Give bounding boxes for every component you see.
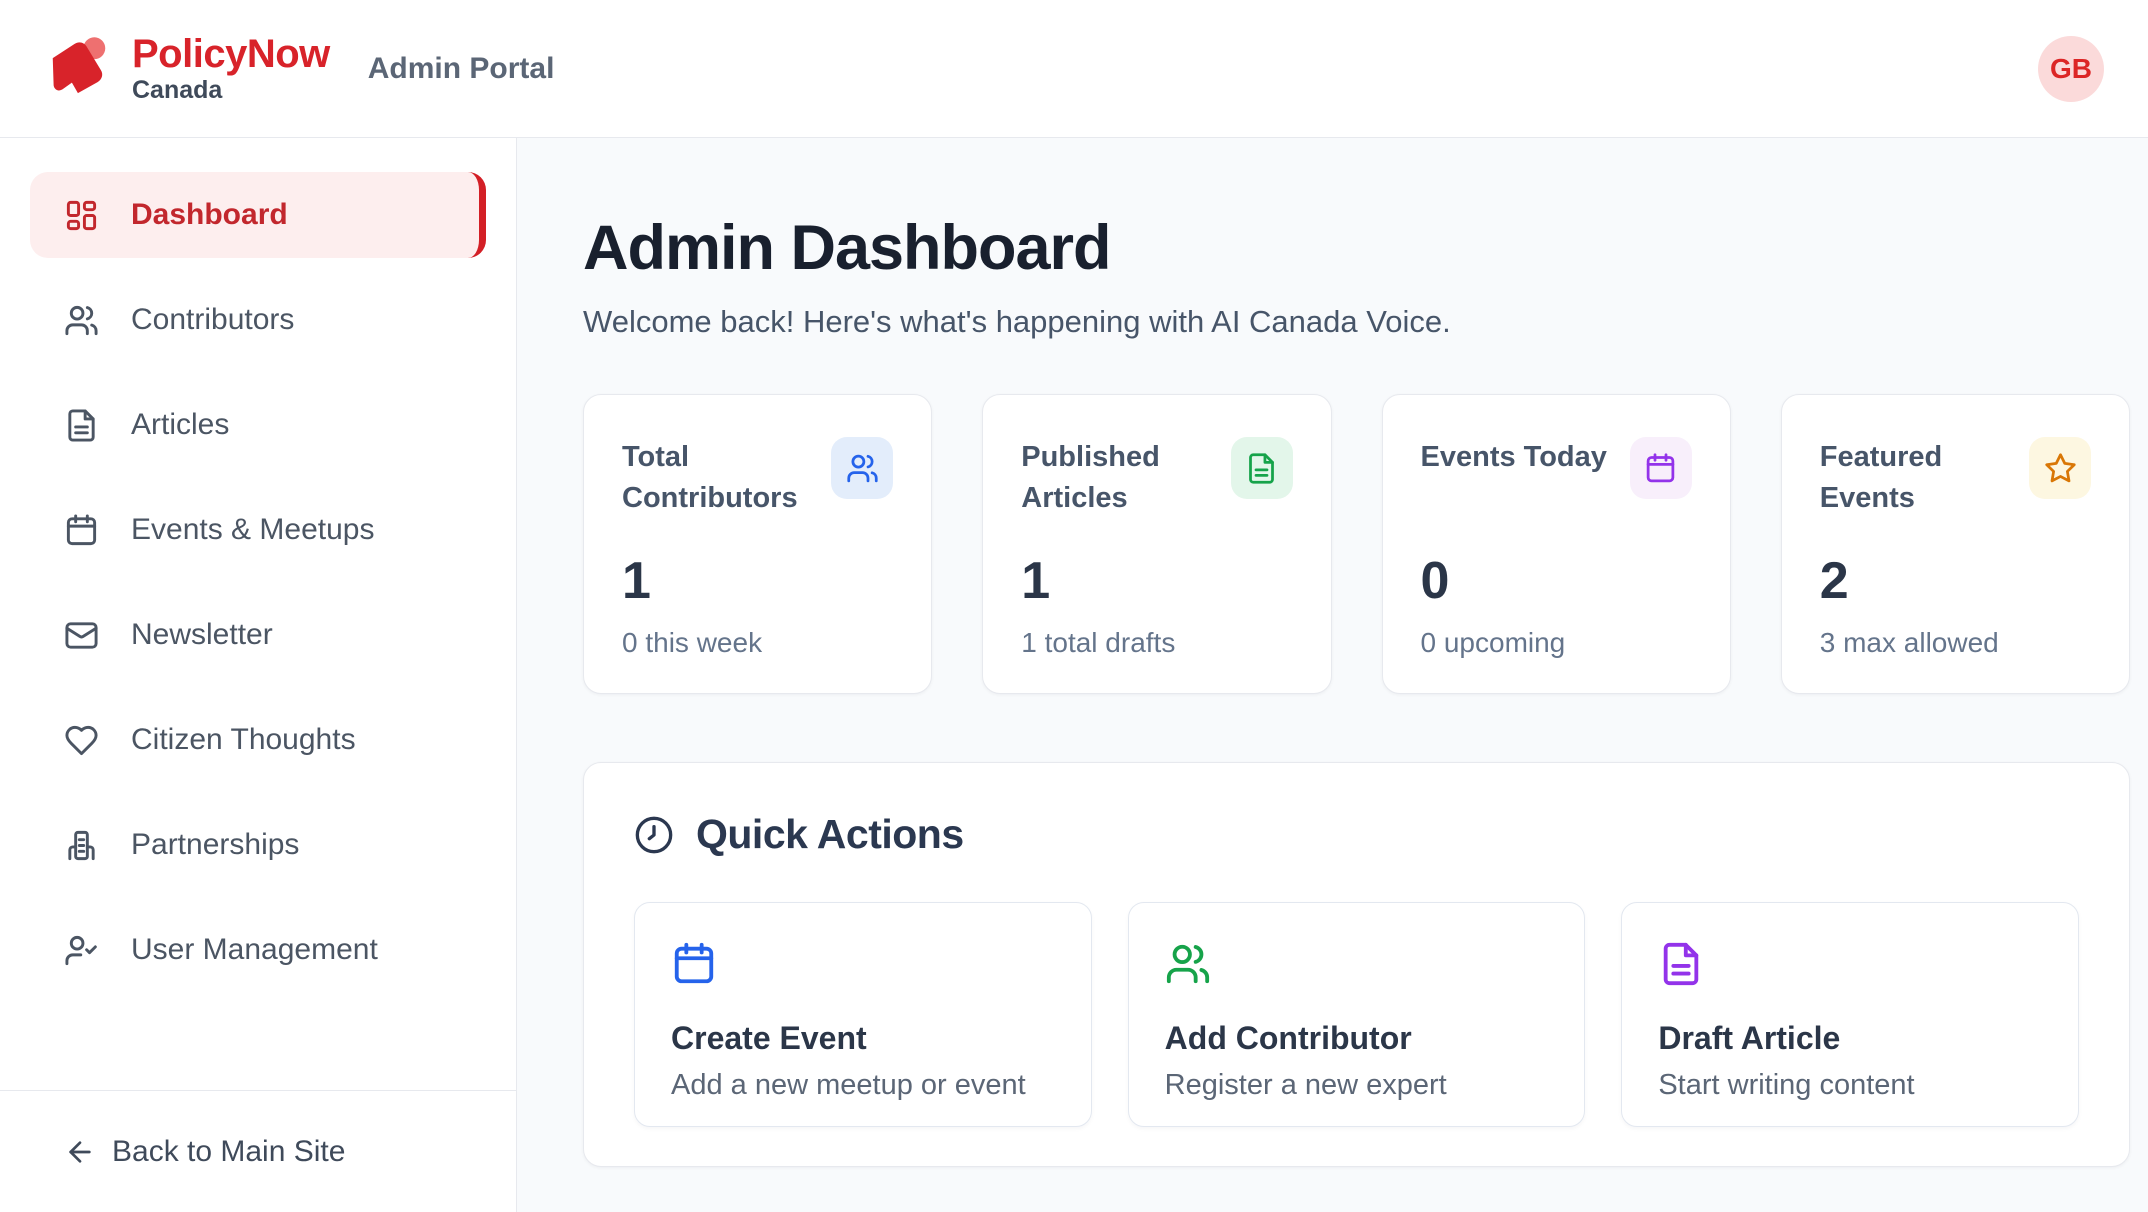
policynow-logo-icon	[52, 36, 106, 93]
arrow-left-icon	[69, 1140, 91, 1163]
sidebar-item-label: Articles	[131, 408, 230, 441]
stat-icon-tile	[1629, 437, 1692, 499]
sidebar-item-label: Newsletter	[131, 618, 273, 651]
quick-action-title: Draft Article	[1658, 1020, 1841, 1056]
stat-icon-tile	[2029, 437, 2091, 499]
users-icon	[847, 454, 878, 482]
back-link-label: Back to Main Site	[112, 1134, 346, 1168]
quick-action-title: Add Contributor	[1164, 1020, 1412, 1056]
portal-label: Admin Portal	[367, 51, 555, 85]
sidebar-item-label: Dashboard	[131, 198, 288, 231]
quick-actions-grid: Create Event Add a new meetup or event A…	[634, 902, 2079, 1127]
stat-card-total-contributors: Total Contributors 1 0 this week	[583, 394, 933, 694]
sidebar-item-citizen-thoughts[interactable]: Citizen Thoughts	[30, 697, 486, 783]
back-to-main-site-link[interactable]: Back to Main Site	[64, 1135, 345, 1169]
brand-logo: PolicyNow Canada	[44, 32, 330, 106]
sidebar-item-articles[interactable]: Articles	[30, 382, 486, 468]
quick-actions-panel: Quick Actions Create Event Add a new mee…	[583, 762, 2130, 1167]
stat-subtext: 3 max allowed	[1819, 627, 1999, 658]
stat-subtext: 0 upcoming	[1420, 627, 1566, 658]
brand-name: PolicyNow	[132, 32, 330, 77]
users-icon	[1166, 944, 1209, 984]
file-text-icon	[1664, 942, 1699, 986]
quick-action-create-event[interactable]: Create Event Add a new meetup or event	[634, 902, 1092, 1127]
stat-value: 1	[622, 552, 651, 610]
sidebar-footer: Back to Main Site	[0, 1090, 516, 1212]
stat-card-featured-events: Featured Events 2 3 max allowed	[1780, 394, 2130, 694]
dashboard-icon	[66, 200, 97, 230]
user-avatar[interactable]: GB	[2038, 35, 2104, 102]
quick-action-title: Create Event	[671, 1020, 867, 1056]
sidebar-item-label: User Management	[131, 933, 378, 966]
sidebar-item-dashboard[interactable]: Dashboard	[30, 172, 486, 258]
stats-grid: Total Contributors 1 0 this week Publ	[583, 394, 2130, 694]
sidebar-item-contributors[interactable]: Contributors	[30, 277, 486, 363]
user-check-icon	[65, 935, 97, 965]
stat-value: 0	[1420, 552, 1450, 610]
main-content: Admin Dashboard Welcome back! Here's wha…	[517, 138, 2148, 1212]
stat-title: Total Contributors	[622, 441, 798, 514]
stat-subtext: 0 this week	[622, 627, 763, 658]
sidebar-item-events-meetups[interactable]: Events & Meetups	[30, 487, 486, 573]
building-icon	[68, 830, 95, 860]
calendar-icon	[66, 513, 97, 545]
quick-action-add-contributor[interactable]: Add Contributor Register a new expert	[1127, 902, 1586, 1127]
stat-icon-tile	[1230, 437, 1293, 499]
quick-action-subtitle: Add a new meetup or event	[671, 1069, 1026, 1101]
page-title: Admin Dashboard	[583, 213, 1112, 283]
stat-card-published-articles: Published Articles 1 1 total drafts	[982, 394, 1332, 694]
brand-text: PolicyNow Canada	[132, 33, 330, 103]
mail-icon	[65, 621, 98, 649]
sidebar-item-label: Partnerships	[131, 828, 300, 861]
sidebar-item-label: Contributors	[131, 303, 295, 336]
heart-icon	[65, 725, 98, 755]
file-text-icon	[68, 408, 95, 442]
stat-title: Featured Events	[1819, 441, 1943, 514]
sidebar-item-user-management[interactable]: User Management	[30, 907, 486, 993]
stat-icon-tile	[831, 437, 894, 499]
file-text-icon	[1249, 452, 1274, 484]
calendar-icon	[1647, 452, 1675, 482]
stat-value: 2	[1819, 552, 1849, 610]
brand-subtitle: Canada	[132, 76, 223, 105]
sidebar: Dashboard Contributors Articles	[0, 138, 517, 1212]
clock-icon	[635, 816, 673, 853]
sidebar-item-label: Events & Meetups	[131, 513, 375, 546]
star-icon	[2044, 452, 2076, 482]
calendar-icon	[674, 942, 714, 984]
users-icon	[65, 305, 98, 335]
page-subtitle: Welcome back! Here's what's happening wi…	[583, 304, 1451, 339]
quick-action-subtitle: Start writing content	[1658, 1069, 1915, 1101]
quick-actions-header: Quick Actions	[634, 811, 2079, 858]
sidebar-item-partnerships[interactable]: Partnerships	[30, 802, 486, 888]
stat-title: Published Articles	[1021, 441, 1160, 514]
quick-actions-title: Quick Actions	[696, 811, 964, 857]
stat-title: Events Today	[1420, 441, 1607, 473]
stat-value: 1	[1021, 552, 1051, 610]
top-header: PolicyNow Canada Admin Portal GB	[0, 0, 2148, 138]
quick-action-subtitle: Register a new expert	[1164, 1069, 1447, 1101]
stat-subtext: 1 total drafts	[1021, 627, 1176, 658]
sidebar-item-newsletter[interactable]: Newsletter	[30, 592, 486, 678]
sidebar-item-label: Citizen Thoughts	[131, 723, 356, 756]
stat-card-events-today: Events Today 0 0 upcoming	[1381, 394, 1731, 694]
quick-action-draft-article[interactable]: Draft Article Start writing content	[1621, 902, 2079, 1127]
